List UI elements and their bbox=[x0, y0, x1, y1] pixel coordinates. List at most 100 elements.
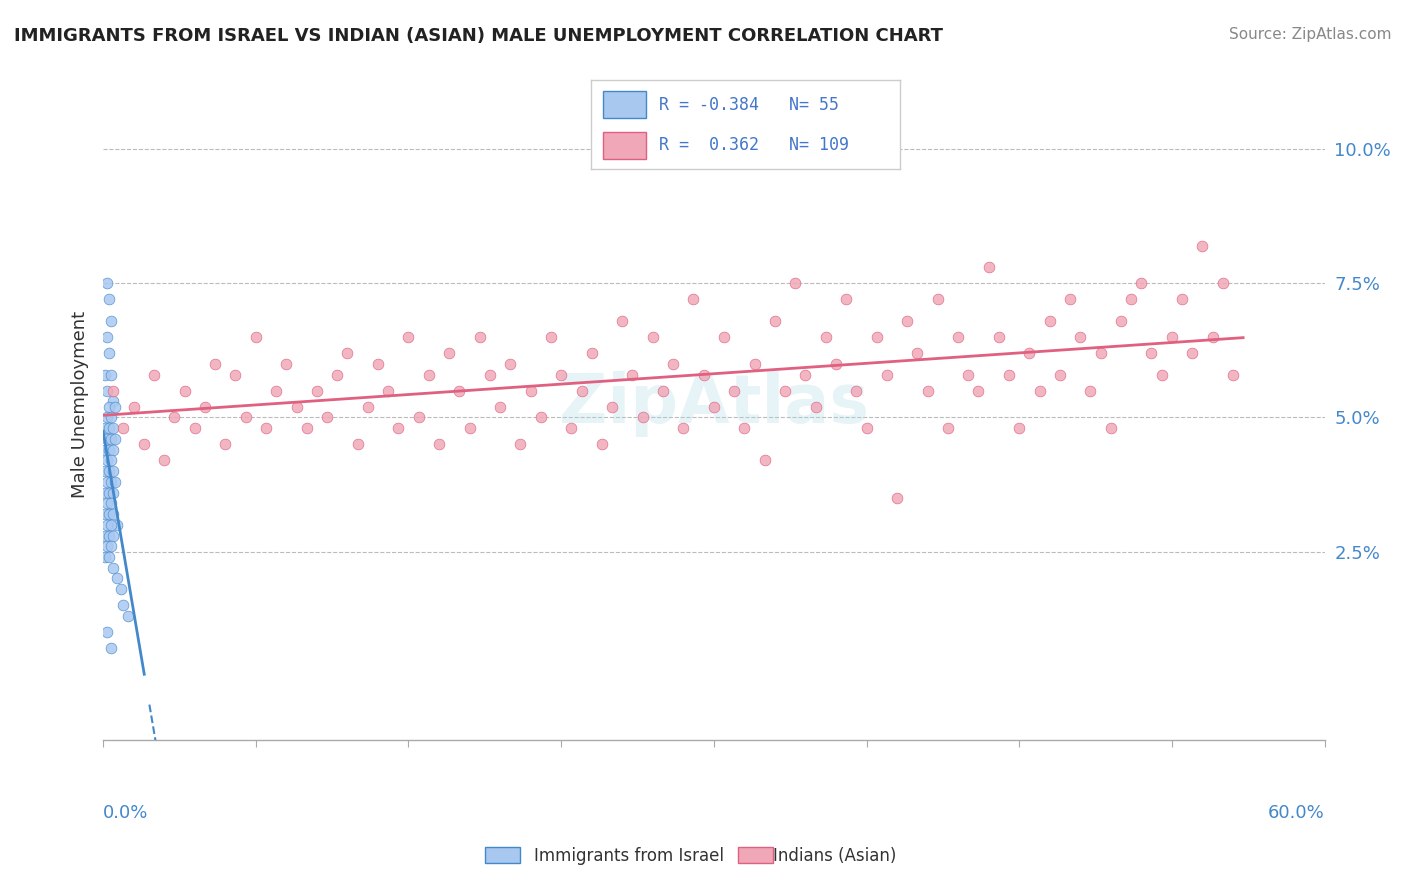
Point bbox=[612, 314, 634, 328]
Point bbox=[509, 437, 531, 451]
Point bbox=[478, 368, 501, 382]
Point bbox=[1069, 330, 1091, 344]
Point bbox=[550, 368, 572, 382]
Point bbox=[1130, 277, 1153, 291]
Point bbox=[96, 625, 118, 640]
Point bbox=[103, 394, 125, 409]
Point bbox=[100, 314, 122, 328]
Text: Immigrants from Israel: Immigrants from Israel bbox=[534, 847, 724, 865]
Point bbox=[112, 421, 135, 435]
Point bbox=[540, 330, 562, 344]
Point bbox=[855, 421, 877, 435]
Point bbox=[723, 384, 745, 398]
Point bbox=[104, 400, 127, 414]
Point bbox=[94, 442, 117, 457]
Point bbox=[1109, 314, 1132, 328]
Point bbox=[367, 357, 389, 371]
Point bbox=[560, 421, 582, 435]
Point bbox=[103, 507, 125, 521]
Point bbox=[96, 496, 118, 510]
Point bbox=[377, 384, 399, 398]
Point bbox=[1201, 330, 1223, 344]
Point bbox=[96, 539, 118, 553]
Point bbox=[427, 437, 450, 451]
Point bbox=[143, 368, 166, 382]
Point bbox=[449, 384, 471, 398]
Point bbox=[96, 475, 118, 489]
Point bbox=[98, 464, 121, 478]
Point bbox=[96, 453, 118, 467]
Point bbox=[1140, 346, 1163, 360]
Point bbox=[631, 410, 654, 425]
Point bbox=[1181, 346, 1204, 360]
Point bbox=[357, 400, 380, 414]
Point bbox=[98, 442, 121, 457]
Point bbox=[621, 368, 644, 382]
Point bbox=[1008, 421, 1031, 435]
Point bbox=[94, 528, 117, 542]
Point bbox=[886, 491, 908, 505]
Text: R = -0.384   N= 55: R = -0.384 N= 55 bbox=[658, 96, 838, 114]
Point bbox=[103, 464, 125, 478]
Point bbox=[103, 561, 125, 575]
Point bbox=[1080, 384, 1102, 398]
Point bbox=[936, 421, 959, 435]
Point bbox=[1090, 346, 1112, 360]
Point bbox=[105, 572, 128, 586]
Point bbox=[835, 293, 858, 307]
Point bbox=[1039, 314, 1062, 328]
Point bbox=[276, 357, 298, 371]
Point bbox=[581, 346, 603, 360]
Point bbox=[814, 330, 837, 344]
Point bbox=[100, 432, 122, 446]
Point bbox=[110, 582, 132, 597]
Point bbox=[98, 421, 121, 435]
Point bbox=[163, 410, 186, 425]
Text: Indians (Asian): Indians (Asian) bbox=[773, 847, 897, 865]
Text: R =  0.362   N= 109: R = 0.362 N= 109 bbox=[658, 136, 849, 154]
Text: ZipAtlas: ZipAtlas bbox=[558, 371, 869, 437]
Point bbox=[103, 485, 125, 500]
Point bbox=[662, 357, 685, 371]
Point bbox=[100, 475, 122, 489]
Point bbox=[804, 400, 827, 414]
Point bbox=[1150, 368, 1173, 382]
Point bbox=[600, 400, 623, 414]
Point bbox=[285, 400, 308, 414]
Point bbox=[1191, 238, 1213, 252]
Point bbox=[733, 421, 755, 435]
Point bbox=[1171, 293, 1194, 307]
Point bbox=[94, 421, 117, 435]
Point bbox=[825, 357, 848, 371]
Point bbox=[785, 277, 807, 291]
Point bbox=[264, 384, 287, 398]
Point bbox=[652, 384, 675, 398]
Point bbox=[117, 609, 139, 624]
Point bbox=[98, 293, 121, 307]
Point bbox=[104, 432, 127, 446]
Point bbox=[1121, 293, 1143, 307]
Point bbox=[917, 384, 939, 398]
Point bbox=[682, 293, 704, 307]
Point bbox=[100, 641, 122, 656]
Point bbox=[591, 437, 613, 451]
Point bbox=[773, 384, 796, 398]
Text: Source: ZipAtlas.com: Source: ZipAtlas.com bbox=[1229, 27, 1392, 42]
Point bbox=[713, 330, 735, 344]
Point bbox=[468, 330, 491, 344]
Point bbox=[946, 330, 969, 344]
Point bbox=[103, 528, 125, 542]
Point bbox=[96, 410, 118, 425]
Point bbox=[754, 453, 776, 467]
Point bbox=[103, 384, 125, 398]
Point bbox=[1099, 421, 1122, 435]
Point bbox=[489, 400, 512, 414]
Point bbox=[641, 330, 664, 344]
Point bbox=[94, 549, 117, 564]
Point bbox=[845, 384, 868, 398]
Point bbox=[967, 384, 990, 398]
Point bbox=[98, 507, 121, 521]
Point bbox=[336, 346, 359, 360]
Point bbox=[100, 539, 122, 553]
Point bbox=[96, 277, 118, 291]
